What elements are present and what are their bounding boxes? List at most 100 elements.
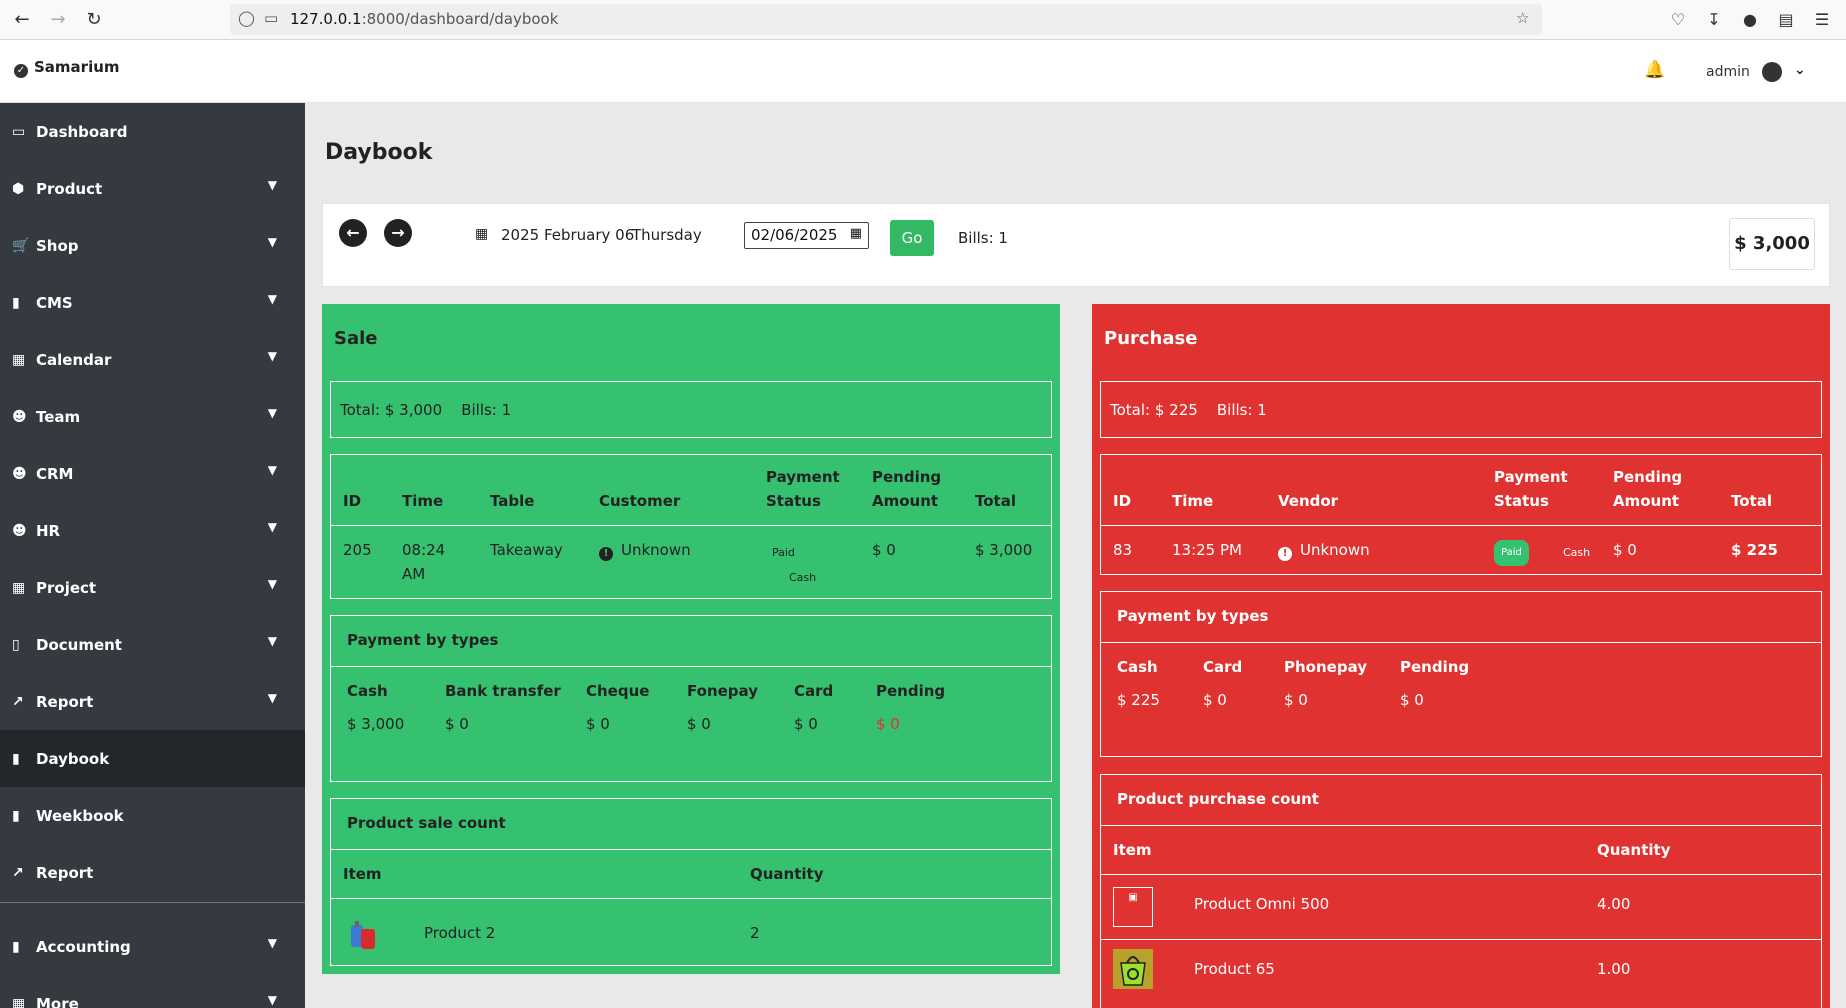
col-id: ID (343, 492, 362, 510)
pt-value: $ 0 (1203, 691, 1227, 709)
user-name[interactable]: admin (1706, 64, 1750, 80)
bookmark-star-icon[interactable]: ☆ (1516, 9, 1530, 27)
purchase-id[interactable]: 83 (1113, 541, 1133, 559)
sale-pending: $ 0 (872, 541, 896, 559)
url-text: 127.0.0.1:8000/dashboard/daybook (290, 10, 559, 28)
extensions-icon[interactable]: ▤ (1778, 10, 1794, 29)
back-icon[interactable]: ← (14, 9, 30, 30)
sale-time-line1: 08:24 (402, 541, 446, 559)
sale-id[interactable]: 205 (343, 541, 372, 559)
pocket-icon[interactable]: ♡ (1670, 10, 1686, 29)
previous-day-button[interactable]: ← (339, 219, 367, 247)
col-id: ID (1113, 492, 1132, 510)
col-payment-status-line1: Payment (766, 468, 840, 486)
brand[interactable]: ✓ Samarium (14, 58, 120, 78)
purchase-row-total: $ 225 (1731, 541, 1778, 559)
purchase-product-count-title: Product purchase count (1117, 790, 1319, 808)
sale-panel: Sale Total: $ 3,000 Bills: 1 ID Time Tab… (322, 304, 1060, 974)
address-bar[interactable]: ◯ ▭ 127.0.0.1:8000/dashboard/daybook ☆ (230, 4, 1542, 35)
sale-summary-text: Total: $ 3,000 Bills: 1 (340, 401, 511, 419)
status-badge: Paid (1494, 540, 1529, 566)
chevron-down-icon: ▼ (267, 520, 277, 534)
divider (331, 666, 1051, 667)
pt-label: Fonepay (687, 682, 758, 700)
sidebar-item-label: Team (36, 407, 81, 426)
product-name[interactable]: Product 65 (1194, 960, 1275, 978)
check-circle-icon: ✓ (14, 64, 28, 78)
col-pending-amount: Pending Amount (1613, 465, 1682, 513)
next-day-button[interactable]: → (384, 219, 412, 247)
product-name[interactable]: Product Omni 500 (1194, 895, 1330, 913)
brand-name: Samarium (34, 58, 120, 76)
sidebar-item-hr[interactable]: ☻ HR ▼ (0, 502, 305, 559)
purchase-payment-method: Cash (1563, 546, 1591, 559)
col-pending-line1: Pending (1613, 468, 1683, 486)
pt-value-pending: $ 0 (876, 715, 900, 733)
sale-time-line2: AM (402, 565, 426, 583)
sidebar-item-label: CMS (36, 293, 73, 312)
chevron-down-icon: ▼ (267, 691, 277, 705)
date-input[interactable]: 02/06/2025 ▦ (744, 222, 869, 249)
download-icon[interactable]: ↧ (1707, 10, 1721, 29)
sidebar-item-weekbook[interactable]: ▮ Weekbook (0, 787, 305, 844)
pt-value: $ 0 (586, 715, 610, 733)
reload-icon[interactable]: ↻ (86, 9, 102, 30)
bell-icon[interactable]: 🔔 (1644, 60, 1666, 80)
sidebar-item-label: Calendar (36, 350, 112, 369)
sidebar-item-more[interactable]: ▦ More ▼ (0, 975, 305, 1008)
purchase-title: Purchase (1104, 328, 1198, 349)
product-quantity: 4.00 (1597, 895, 1631, 913)
chevron-down-icon: ▼ (267, 634, 277, 648)
sidebar-item-crm[interactable]: ☻ CRM ▼ (0, 445, 305, 502)
col-item: Item (343, 865, 382, 883)
pt-value: $ 0 (445, 715, 469, 733)
sale-total: Total: $ 3,000 (340, 401, 443, 419)
app-header: ✓ Samarium 🔔 admin ⌄ (0, 40, 1846, 103)
sale-product-count-title: Product sale count (347, 814, 506, 832)
sidebar-item-project[interactable]: ▦ Project ▼ (0, 559, 305, 616)
divider (1101, 874, 1821, 875)
sidebar-item-calendar[interactable]: ▦ Calendar ▼ (0, 331, 305, 388)
calendar-picker-icon[interactable]: ▦ (849, 226, 862, 241)
divider (1101, 939, 1821, 940)
sidebar-item-product[interactable]: ⬢ Product ▼ (0, 160, 305, 217)
col-payment-status-line2: Status (766, 492, 821, 510)
sidebar-item-report[interactable]: ↗ Report ▼ (0, 673, 305, 730)
book-icon: ▮ (12, 807, 20, 824)
menu-icon[interactable]: ☰ (1814, 10, 1830, 29)
product-name[interactable]: Product 2 (424, 924, 496, 942)
sidebar-item-document[interactable]: ▯ Document ▼ (0, 616, 305, 673)
pt-label: Cash (347, 682, 388, 700)
sale-bills: Bills: 1 (461, 401, 512, 419)
sidebar-item-shop[interactable]: 🛒 Shop ▼ (0, 217, 305, 274)
go-button[interactable]: Go (890, 220, 934, 256)
grid-icon: ▦ (12, 579, 26, 596)
pt-label: Phonepay (1284, 658, 1368, 676)
sidebar-item-team[interactable]: ☻ Team ▼ (0, 388, 305, 445)
sidebar-item-dashboard[interactable]: ▭ Dashboard (0, 103, 305, 160)
user-avatar-icon[interactable] (1762, 62, 1782, 82)
purchase-vendor: ! Unknown (1278, 538, 1370, 562)
pt-value: $ 0 (687, 715, 711, 733)
sidebar-item-report-2[interactable]: ↗ Report (0, 844, 305, 901)
purchase-summary-text: Total: $ 225 Bills: 1 (1110, 401, 1267, 419)
sale-customer: ! Unknown (599, 538, 691, 562)
purchase-bills: Bills: 1 (1216, 401, 1267, 419)
chevron-down-icon[interactable]: ⌄ (1794, 62, 1806, 78)
browser-toolbar: ← → ↻ ◯ ▭ 127.0.0.1:8000/dashboard/daybo… (0, 0, 1846, 40)
sidebar-item-accounting[interactable]: ▮ Accounting ▼ (0, 918, 305, 975)
sidebar-item-cms[interactable]: ▮ CMS ▼ (0, 274, 305, 331)
sidebar-item-label: Project (36, 578, 97, 597)
account-icon[interactable]: ● (1743, 10, 1757, 29)
col-time: Time (1172, 492, 1214, 510)
book-icon: ▮ (12, 750, 20, 767)
chevron-down-icon: ▼ (267, 936, 277, 950)
forward-icon[interactable]: → (50, 9, 66, 30)
pt-label: Card (794, 682, 834, 700)
sidebar-item-daybook[interactable]: ▮ Daybook (0, 730, 305, 787)
info-icon: ! (1278, 547, 1292, 561)
pt-label: Cash (1117, 658, 1158, 676)
sale-customer-name: Unknown (621, 541, 691, 559)
cart-icon: 🛒 (12, 237, 30, 254)
shield-icon: ◯ (238, 9, 255, 27)
